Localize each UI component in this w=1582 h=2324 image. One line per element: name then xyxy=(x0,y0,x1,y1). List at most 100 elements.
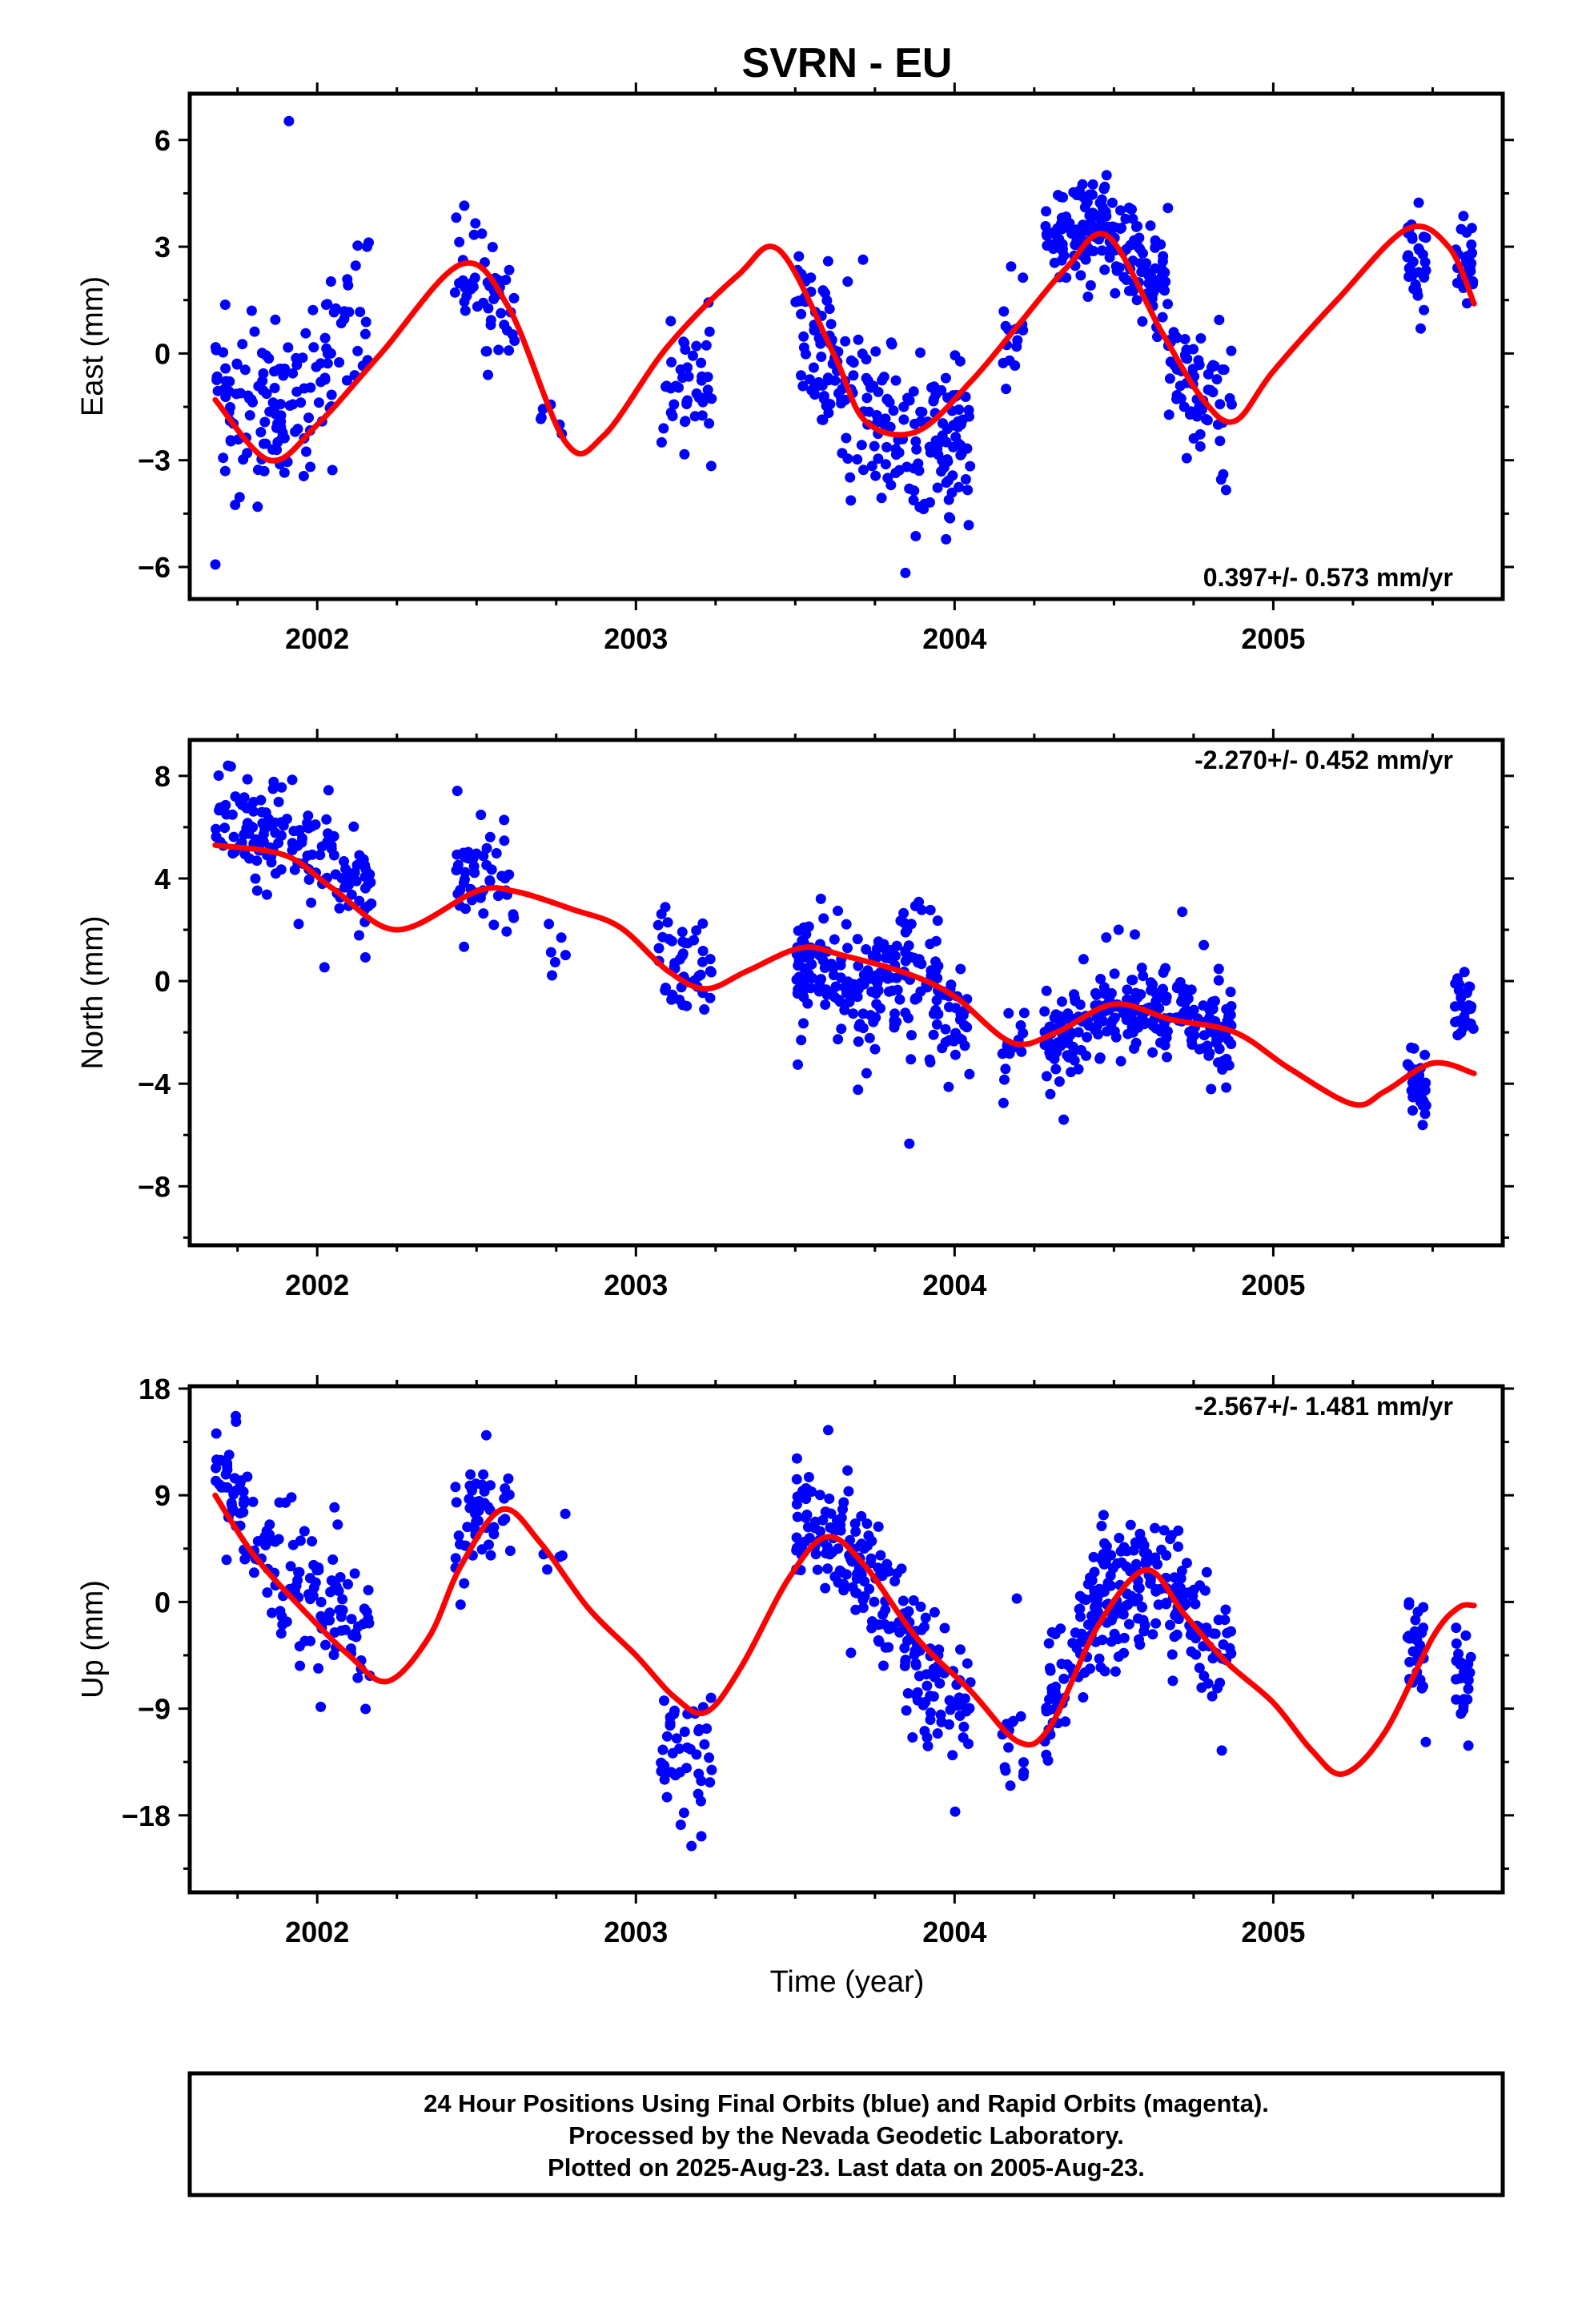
up-data-point xyxy=(1078,1692,1089,1703)
up-data-point xyxy=(821,1542,833,1553)
east-data-point xyxy=(218,347,229,358)
up-data-point xyxy=(1463,1740,1474,1751)
north-data-point xyxy=(255,794,267,806)
north-data-point xyxy=(853,1021,865,1032)
north-x-tick-label: 2005 xyxy=(1241,1269,1305,1301)
up-data-point xyxy=(873,1562,884,1574)
up-data-point xyxy=(701,1723,713,1734)
up-data-point xyxy=(706,1764,717,1775)
north-data-point xyxy=(818,913,829,924)
north-data-point xyxy=(833,995,845,1005)
north-data-point xyxy=(1016,1046,1027,1057)
north-data-point xyxy=(247,822,259,833)
north-data-point xyxy=(544,919,555,930)
north-data-point xyxy=(817,955,829,966)
east-data-point xyxy=(1188,344,1199,355)
east-data-point xyxy=(1050,228,1060,239)
north-data-point xyxy=(549,957,560,967)
up-data-point xyxy=(999,1762,1010,1773)
north-data-point xyxy=(928,1008,939,1019)
east-data-point xyxy=(947,470,958,481)
east-data-point xyxy=(840,336,851,347)
east-data-point xyxy=(321,343,332,354)
north-data-point xyxy=(925,939,936,950)
up-data-point xyxy=(329,1502,340,1513)
up-data-point xyxy=(1125,1519,1136,1530)
east-data-point xyxy=(219,465,231,476)
north-data-point xyxy=(334,903,345,914)
east-data-point xyxy=(915,406,926,417)
east-data-point xyxy=(885,480,897,491)
up-x-tick-label: 2005 xyxy=(1241,1916,1305,1948)
east-data-point xyxy=(459,200,470,211)
north-data-point xyxy=(340,863,351,875)
north-data-point xyxy=(910,993,921,1004)
up-data-point xyxy=(915,1601,926,1612)
up-data-point xyxy=(1075,1611,1086,1622)
east-data-point xyxy=(1150,263,1161,274)
up-y-tick-label: −9 xyxy=(138,1693,171,1726)
east-data-point xyxy=(298,471,309,481)
east-data-point xyxy=(661,381,671,392)
north-data-point xyxy=(228,831,239,842)
north-data-point xyxy=(797,935,808,947)
east-data-point xyxy=(1413,197,1424,208)
east-y-tick-label: 0 xyxy=(155,337,171,370)
up-data-point xyxy=(656,1757,667,1768)
north-data-point xyxy=(857,1008,869,1019)
north-data-point xyxy=(315,850,326,861)
up-data-point xyxy=(1170,1610,1181,1621)
up-data-point xyxy=(962,1897,973,1908)
up-data-point xyxy=(693,1726,705,1737)
east-data-point xyxy=(225,402,235,412)
up-data-point xyxy=(1407,1646,1419,1657)
east-data-point xyxy=(817,414,828,425)
up-data-point xyxy=(294,1566,305,1578)
north-data-point xyxy=(856,977,867,988)
east-data-point xyxy=(352,345,363,356)
up-data-point xyxy=(814,1490,825,1501)
east-data-point xyxy=(305,461,316,472)
east-data-point xyxy=(665,407,677,418)
up-data-point xyxy=(1185,1630,1196,1640)
east-data-point xyxy=(1415,323,1426,334)
up-data-point xyxy=(211,1454,222,1466)
north-data-point xyxy=(1003,1007,1014,1019)
north-data-point xyxy=(545,947,556,958)
up-data-point xyxy=(273,1534,284,1545)
north-data-point xyxy=(219,822,231,834)
east-data-point xyxy=(311,361,322,372)
east-data-point xyxy=(449,287,460,298)
up-data-point xyxy=(705,1777,716,1788)
north-data-point xyxy=(1182,1011,1194,1022)
north-data-point xyxy=(255,834,266,845)
north-data-point xyxy=(1136,963,1147,973)
north-data-point xyxy=(1408,1043,1419,1054)
up-data-point xyxy=(226,1498,237,1509)
north-data-point xyxy=(900,945,911,956)
up-data-point xyxy=(479,1498,490,1509)
north-data-point xyxy=(1456,1027,1467,1038)
east-data-point xyxy=(1181,452,1192,464)
up-data-point xyxy=(1041,1749,1052,1760)
east-data-point xyxy=(798,331,809,342)
north-data-point xyxy=(931,1019,942,1030)
north-data-point xyxy=(959,1040,970,1051)
east-data-point xyxy=(1418,231,1429,243)
east-data-point xyxy=(880,413,891,424)
east-data-point xyxy=(253,380,264,392)
up-data-point xyxy=(267,1607,278,1618)
east-data-point xyxy=(272,436,283,448)
north-data-point xyxy=(705,992,716,1003)
east-data-point xyxy=(1134,258,1146,269)
east-data-point xyxy=(793,251,805,262)
east-data-point xyxy=(697,371,708,382)
up-data-point xyxy=(902,1688,913,1699)
up-data-point xyxy=(1416,1683,1427,1694)
up-data-point xyxy=(1161,1550,1172,1561)
north-data-point xyxy=(348,821,359,832)
north-data-point xyxy=(1057,1015,1067,1027)
up-data-point xyxy=(450,1482,461,1493)
east-y-tick-label: 3 xyxy=(155,231,171,263)
east-data-point xyxy=(252,501,263,513)
